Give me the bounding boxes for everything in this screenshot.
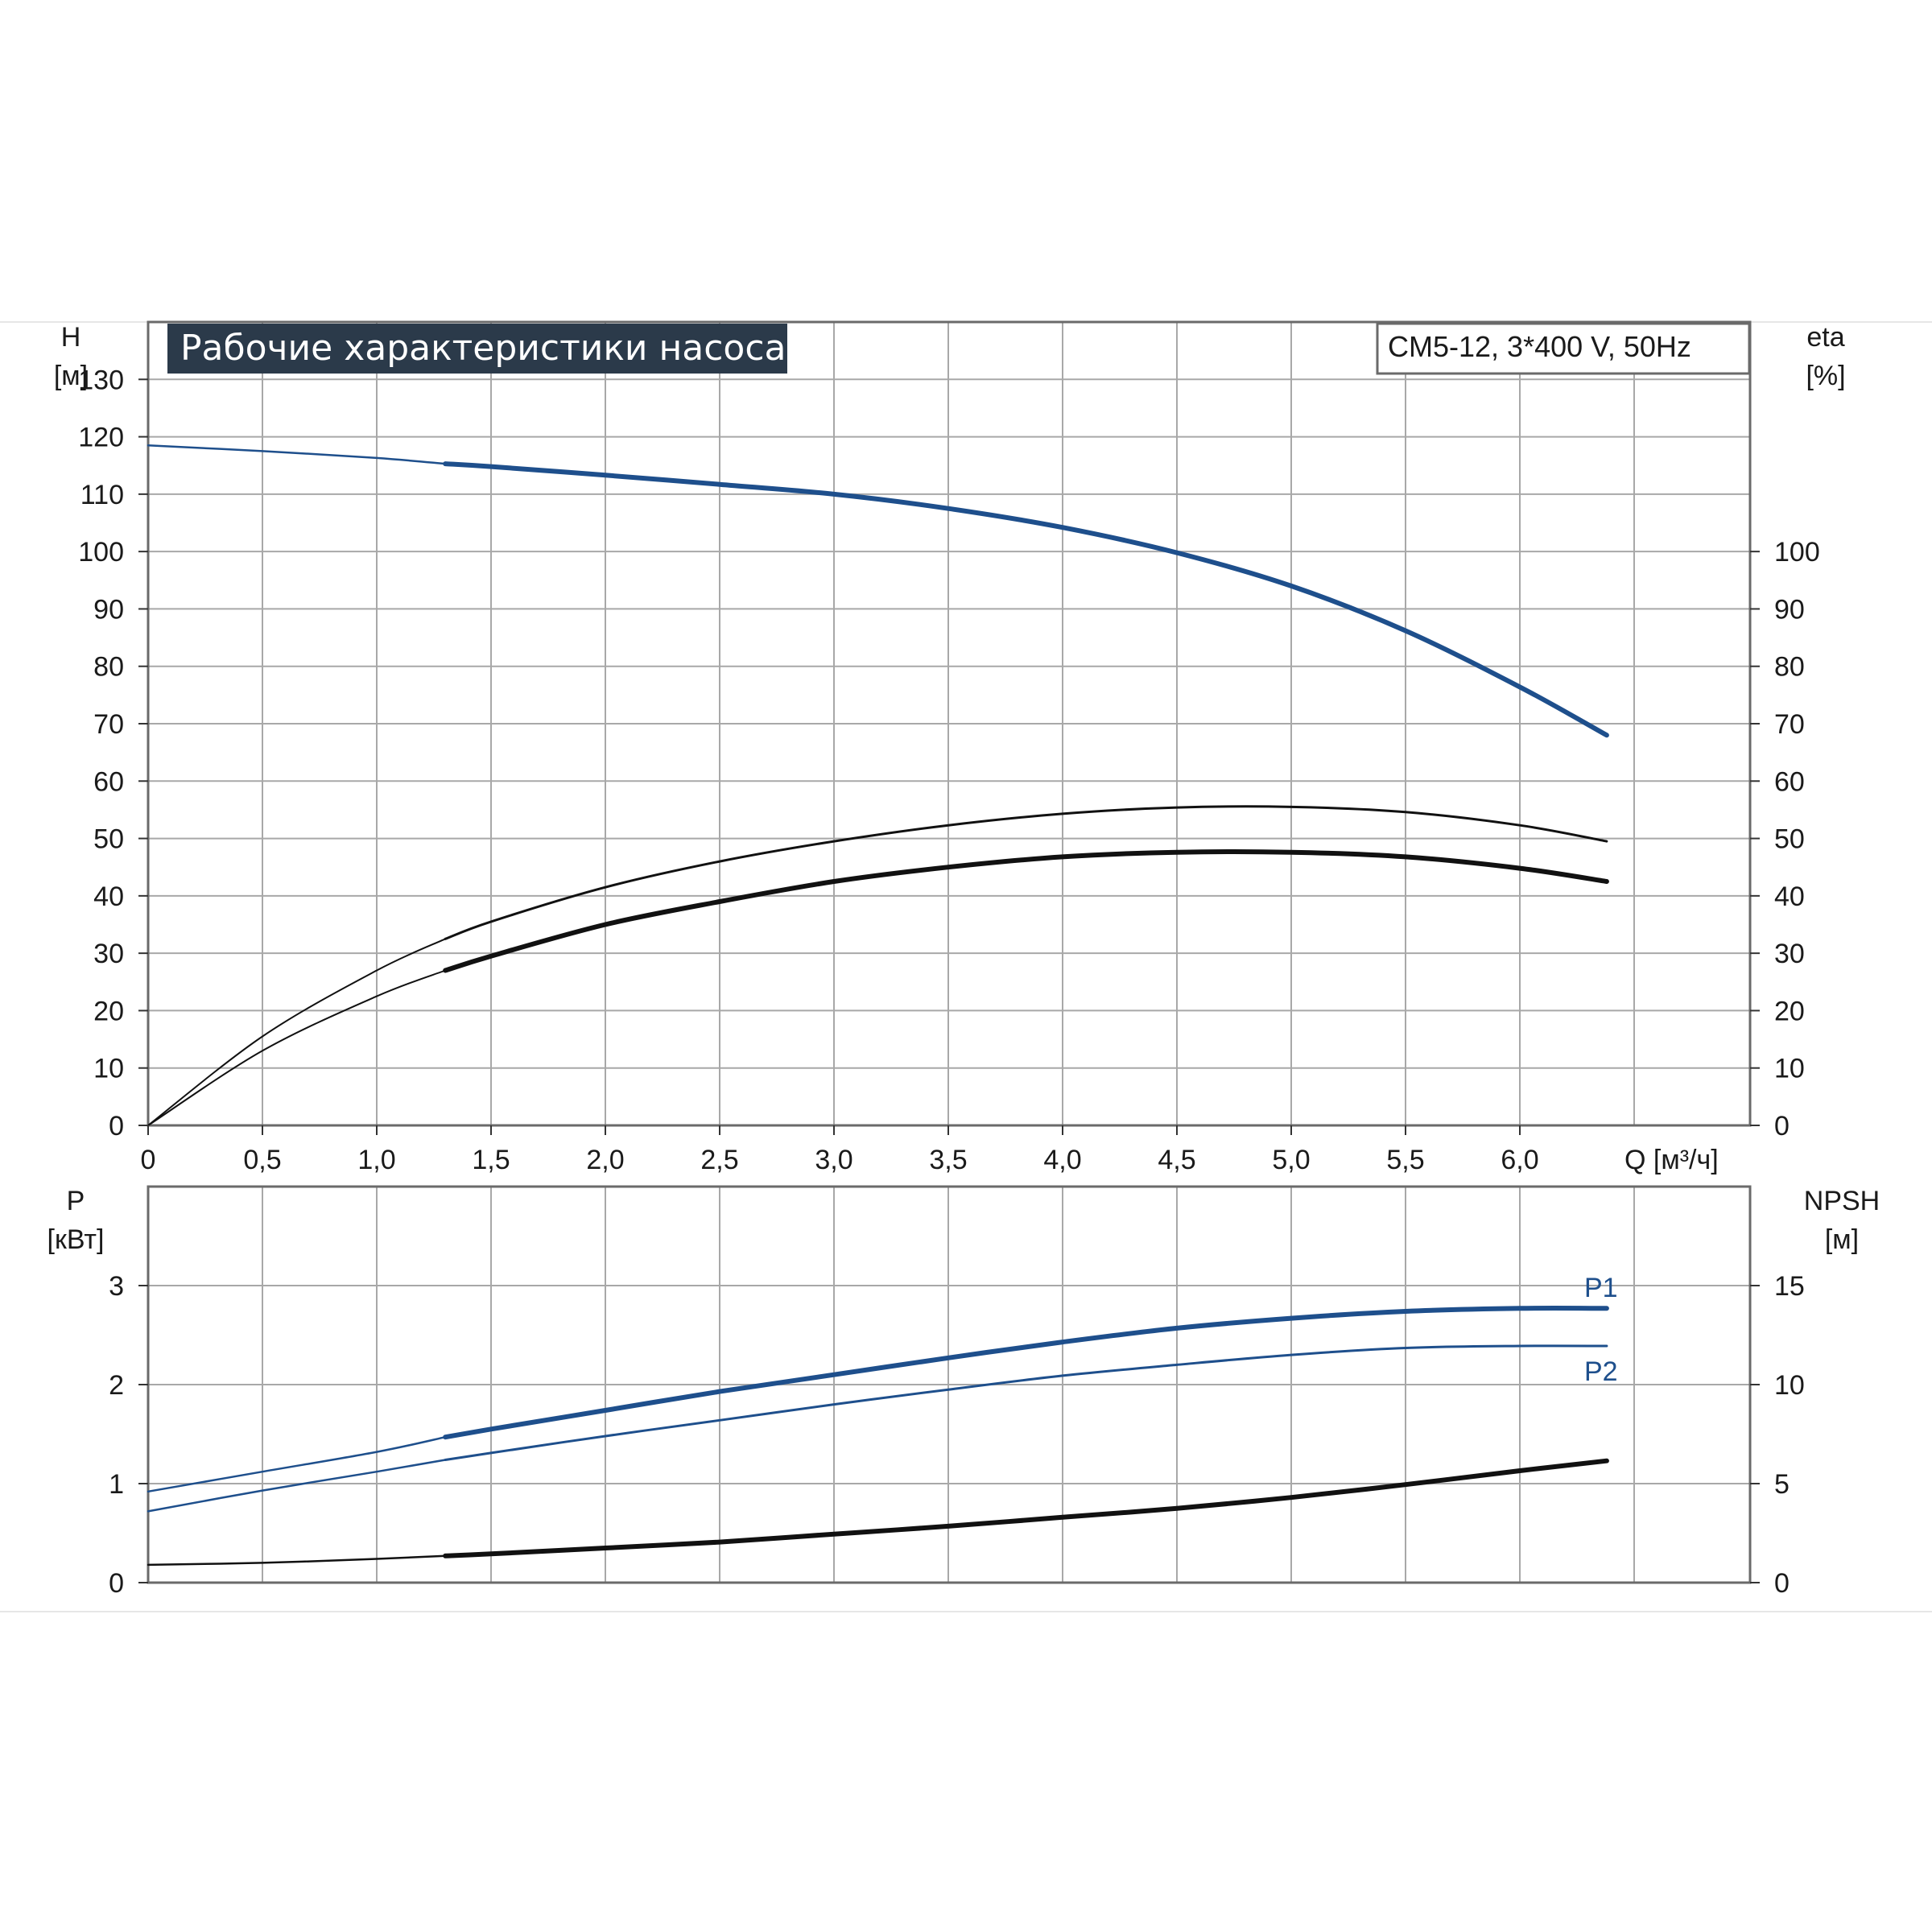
chart-title: Рабочие характеристики насоса — [180, 328, 786, 369]
y-right-tick-label: 10 — [1774, 1054, 1805, 1084]
efficiency-curve-upper-startup — [147, 938, 447, 1126]
y-left-tick-label: 40 — [93, 881, 124, 912]
y-right-tick-label: 40 — [1774, 881, 1805, 912]
npsh-tick-label: 0 — [1774, 1568, 1790, 1599]
y-left-tick-label: 60 — [93, 766, 124, 797]
y-left-tick-label: 100 — [78, 537, 124, 568]
y-right-tick-label: 50 — [1774, 824, 1805, 855]
npsh-tick-label: 15 — [1774, 1271, 1805, 1302]
top-panel-series — [147, 444, 1609, 1126]
x-tick-label: 4,5 — [1158, 1145, 1195, 1175]
model-label: CM5-12, 3*400 V, 50Hz — [1388, 330, 1691, 363]
npsh-curve — [443, 1458, 1609, 1558]
x-tick-label: 0,5 — [243, 1145, 281, 1175]
y-right-tick-label: 90 — [1774, 594, 1805, 625]
y-left-tick-label: 120 — [78, 423, 124, 453]
y-left-tick-label: 20 — [93, 996, 124, 1026]
npsh-tick-label: 10 — [1774, 1370, 1805, 1401]
x-tick-label: 6,0 — [1501, 1145, 1538, 1175]
npsh-curve-startup — [147, 1554, 447, 1567]
y-left-unit-h: [м] — [54, 361, 88, 391]
top-panel-ticks: 0 0,5 1,0 1,5 2,0 2,5 3,0 3,5 4,0 4,5 5,0 5,5 6,0 0 10… — [78, 365, 1819, 1175]
x-axis-label: Q [м³/ч] — [1624, 1145, 1719, 1175]
power-p2-curve — [444, 1344, 1608, 1461]
y-right-tick-label: 30 — [1774, 939, 1805, 969]
power-p2-curve-startup — [147, 1459, 447, 1513]
series-label-p1: P1 — [1584, 1273, 1618, 1303]
series-label-p2: P2 — [1584, 1356, 1618, 1387]
y-left-tick-label: 10 — [93, 1054, 124, 1084]
efficiency-curve-upper — [444, 805, 1608, 940]
bottom-panel-grid — [148, 1187, 1750, 1583]
y-right-label-npsh: NPSH — [1804, 1186, 1880, 1216]
y-right-tick-label: 100 — [1774, 537, 1820, 568]
p-tick-label: 3 — [109, 1271, 124, 1302]
power-p1-curve-startup — [147, 1435, 447, 1493]
bottom-panel-ticks: 0 1 2 3 0 5 10 15 — [109, 1271, 1805, 1599]
y-left-tick-label: 80 — [93, 652, 124, 683]
x-tick-label: 2,0 — [586, 1145, 624, 1175]
x-tick-label: 5,0 — [1272, 1145, 1310, 1175]
y-left-tick-label: 110 — [80, 480, 124, 510]
y-left-tick-label: 70 — [93, 709, 124, 740]
x-tick-label: 2,5 — [700, 1145, 738, 1175]
efficiency-curve-lower — [443, 848, 1609, 973]
x-tick-label: 5,5 — [1386, 1145, 1424, 1175]
y-right-tick-label: 70 — [1774, 709, 1805, 740]
p-tick-label: 1 — [109, 1469, 124, 1500]
x-tick-label: 3,0 — [815, 1145, 852, 1175]
y-left-label-p: P — [67, 1186, 85, 1216]
y-left-tick-label: 90 — [93, 594, 124, 625]
x-tick-label: 1,5 — [472, 1145, 510, 1175]
y-left-label-h: H — [61, 322, 81, 353]
x-tick-label: 3,5 — [929, 1145, 967, 1175]
bottom-panel-series — [147, 1306, 1609, 1567]
y-right-tick-label: 80 — [1774, 652, 1805, 683]
y-left-unit-p: [кВт] — [47, 1224, 105, 1255]
head-curve-startup — [147, 444, 447, 465]
y-right-tick-label: 0 — [1774, 1111, 1790, 1141]
y-right-label-eta: eta — [1806, 322, 1844, 353]
head-curve — [443, 461, 1609, 738]
y-right-unit-eta: [%] — [1806, 361, 1845, 391]
y-right-unit-npsh: [м] — [1825, 1224, 1859, 1255]
y-right-tick-label: 60 — [1774, 766, 1805, 797]
model-box — [1376, 322, 1751, 375]
x-tick-label: 4,0 — [1043, 1145, 1081, 1175]
p-tick-label: 2 — [109, 1370, 124, 1401]
title-box — [167, 324, 787, 374]
efficiency-curve-lower-startup — [147, 969, 447, 1126]
y-left-tick-label: 130 — [78, 365, 124, 395]
y-left-tick-label: 0 — [109, 1111, 124, 1141]
x-tick-label: 1,0 — [357, 1145, 395, 1175]
x-tick-label: 0 — [141, 1145, 156, 1175]
p-tick-label: 0 — [109, 1568, 124, 1599]
y-left-tick-label: 30 — [93, 939, 124, 969]
npsh-tick-label: 5 — [1774, 1469, 1790, 1500]
y-right-tick-label: 20 — [1774, 996, 1805, 1026]
y-left-tick-label: 50 — [93, 824, 124, 855]
power-p1-curve — [443, 1306, 1609, 1440]
